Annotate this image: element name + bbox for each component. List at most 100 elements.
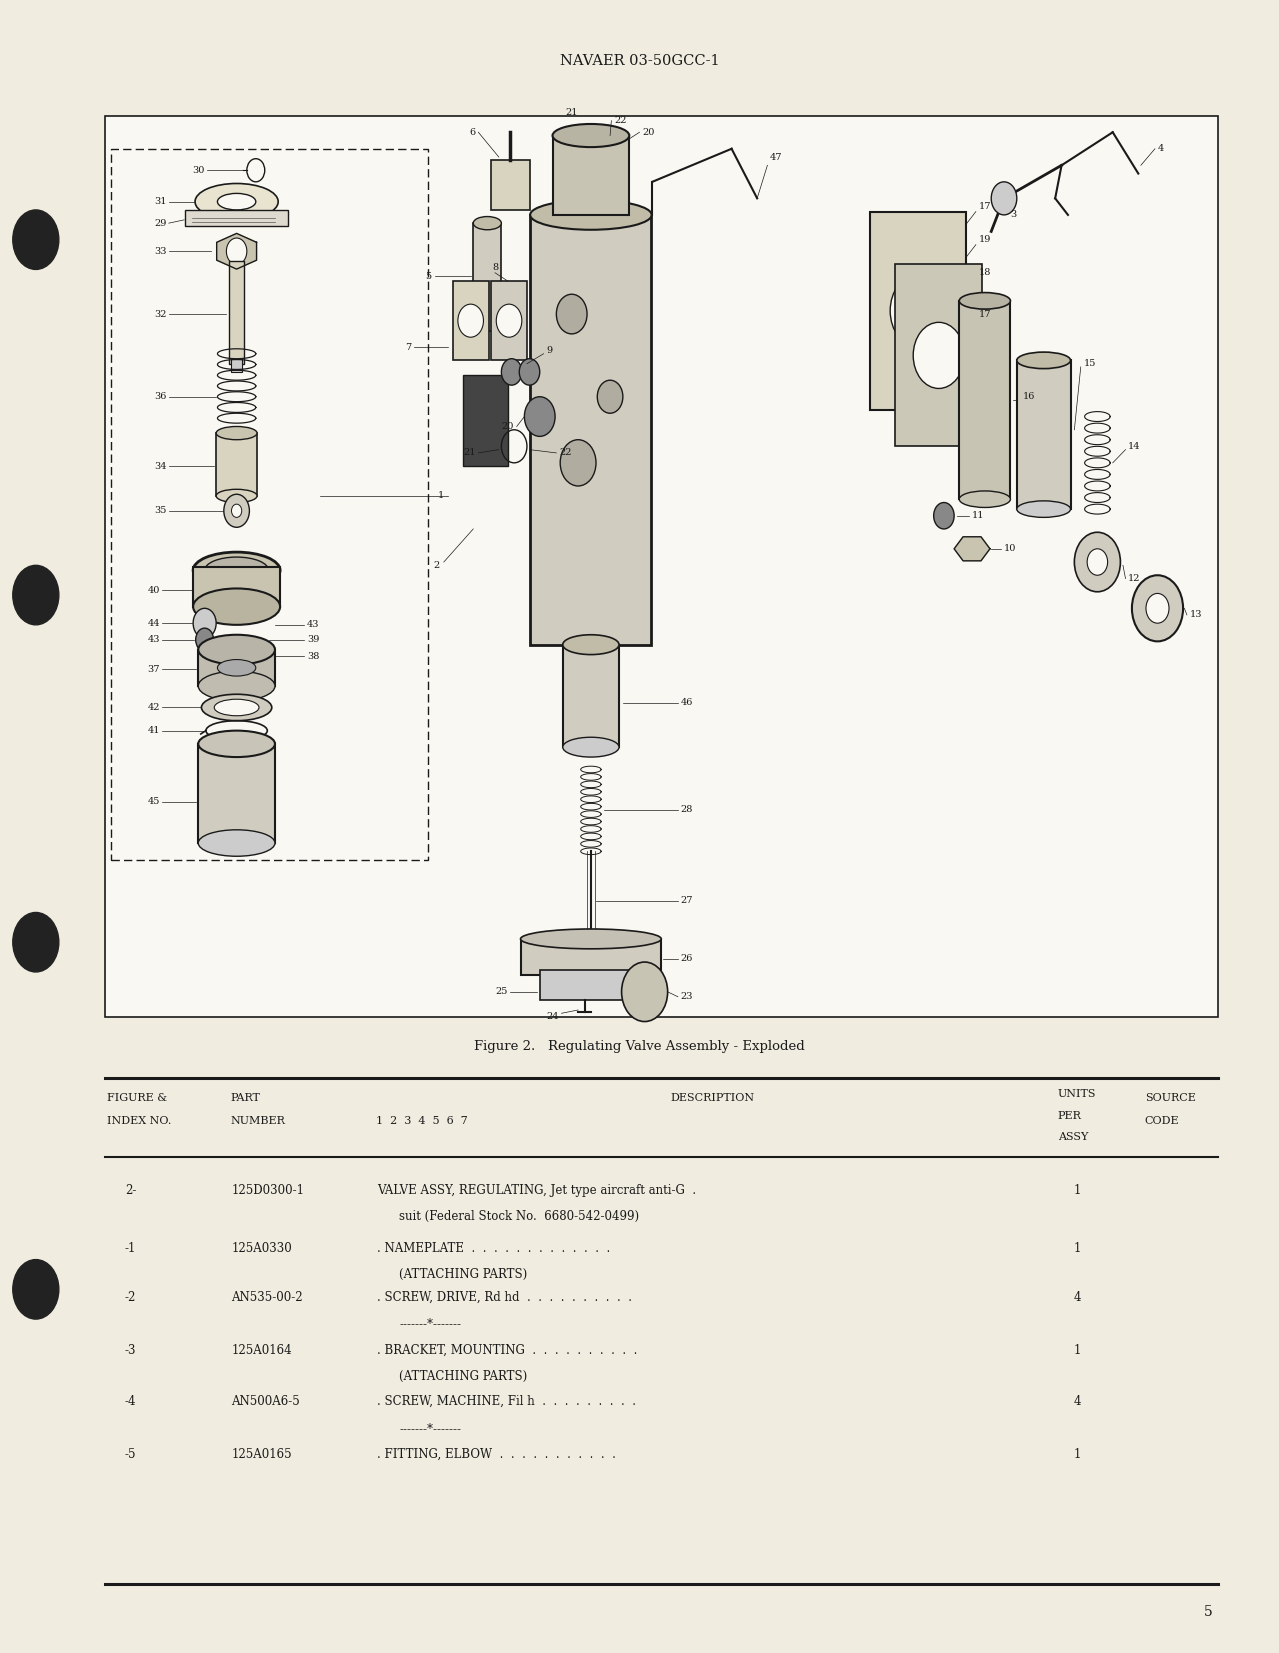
Text: 37: 37 [147, 665, 160, 674]
Bar [553, 136, 629, 215]
Bar [229, 261, 244, 364]
Bar [198, 650, 275, 686]
Text: FIGURE &: FIGURE & [107, 1093, 168, 1103]
Text: 125A0164: 125A0164 [231, 1344, 292, 1357]
Circle shape [1074, 532, 1120, 592]
Text: VALVE ASSY, REGULATING, Jet type aircraft anti-G  .: VALVE ASSY, REGULATING, Jet type aircraf… [377, 1184, 697, 1197]
Circle shape [13, 1260, 59, 1319]
Text: 7: 7 [405, 342, 412, 352]
Ellipse shape [198, 830, 275, 856]
Ellipse shape [1017, 352, 1071, 369]
Ellipse shape [531, 200, 651, 230]
Circle shape [556, 294, 587, 334]
Text: 43: 43 [307, 620, 320, 630]
Text: INDEX NO.: INDEX NO. [107, 1116, 171, 1126]
Text: (ATTACHING PARTS): (ATTACHING PARTS) [399, 1370, 527, 1384]
Text: 4: 4 [1073, 1395, 1081, 1408]
Text: 5: 5 [425, 271, 431, 281]
Text: 32: 32 [153, 309, 166, 319]
Text: 15: 15 [1083, 359, 1096, 369]
Ellipse shape [198, 635, 275, 665]
Text: 10: 10 [1004, 544, 1017, 554]
Polygon shape [216, 233, 257, 269]
Text: 4: 4 [1157, 144, 1164, 154]
Circle shape [193, 608, 216, 638]
Text: 28: 28 [680, 805, 693, 815]
Ellipse shape [563, 737, 619, 757]
Circle shape [597, 380, 623, 413]
Circle shape [13, 210, 59, 269]
Text: 2-: 2- [125, 1184, 136, 1197]
Ellipse shape [198, 731, 275, 757]
Text: 19: 19 [978, 235, 991, 245]
Text: 2: 2 [434, 560, 440, 570]
Text: 17: 17 [978, 202, 991, 212]
Text: NAVAER 03-50GCC-1: NAVAER 03-50GCC-1 [560, 55, 719, 68]
Bar [216, 433, 257, 496]
Circle shape [226, 238, 247, 264]
Text: NUMBER: NUMBER [230, 1116, 285, 1126]
Bar [105, 116, 1218, 1017]
Circle shape [890, 274, 946, 347]
Ellipse shape [193, 552, 280, 588]
Text: 1: 1 [1073, 1448, 1081, 1461]
Ellipse shape [215, 699, 258, 716]
Text: 22: 22 [559, 448, 572, 458]
Text: 8: 8 [492, 263, 498, 273]
Text: 14: 14 [1128, 441, 1141, 451]
Ellipse shape [959, 293, 1010, 309]
Text: CODE: CODE [1145, 1116, 1179, 1126]
Bar [491, 281, 527, 360]
Text: 11: 11 [972, 511, 985, 521]
Text: 29: 29 [153, 218, 166, 228]
Text: 16: 16 [1023, 392, 1036, 402]
Bar [895, 264, 982, 446]
Text: 1: 1 [1073, 1184, 1081, 1197]
Circle shape [196, 628, 214, 651]
Text: 33: 33 [153, 246, 166, 256]
Circle shape [458, 304, 483, 337]
Bar [463, 375, 508, 466]
Text: 125A0330: 125A0330 [231, 1241, 292, 1255]
Text: 125A0165: 125A0165 [231, 1448, 292, 1461]
Circle shape [501, 359, 522, 385]
Ellipse shape [198, 671, 275, 701]
Text: 125D0300-1: 125D0300-1 [231, 1184, 304, 1197]
Text: ASSY: ASSY [1058, 1132, 1088, 1142]
Ellipse shape [193, 588, 280, 625]
Text: 1: 1 [1073, 1241, 1081, 1255]
Bar [521, 939, 661, 975]
Text: 1: 1 [437, 491, 444, 501]
Text: 39: 39 [307, 635, 320, 645]
Text: 1: 1 [1073, 1344, 1081, 1357]
Text: 12: 12 [1128, 574, 1141, 584]
Text: (ATTACHING PARTS): (ATTACHING PARTS) [399, 1268, 527, 1281]
Text: 21: 21 [463, 448, 476, 458]
Bar [870, 212, 966, 410]
Polygon shape [954, 537, 990, 560]
Text: PER: PER [1058, 1111, 1082, 1121]
Text: AN500A6-5: AN500A6-5 [231, 1395, 301, 1408]
Bar [453, 281, 489, 360]
Circle shape [519, 359, 540, 385]
Text: . FITTING, ELBOW  .  .  .  .  .  .  .  .  .  .  .: . FITTING, ELBOW . . . . . . . . . . . [377, 1448, 616, 1461]
Text: 18: 18 [978, 268, 991, 278]
Bar [193, 567, 280, 607]
Text: 3: 3 [1010, 210, 1017, 220]
Text: -1: -1 [125, 1241, 136, 1255]
Text: 4: 4 [1073, 1291, 1081, 1304]
Ellipse shape [959, 491, 1010, 507]
Ellipse shape [473, 217, 501, 230]
Text: 9: 9 [546, 345, 553, 355]
Bar [198, 744, 275, 843]
Circle shape [13, 565, 59, 625]
Text: . BRACKET, MOUNTING  .  .  .  .  .  .  .  .  .  .: . BRACKET, MOUNTING . . . . . . . . . . [377, 1344, 638, 1357]
Text: 31: 31 [153, 197, 166, 207]
Ellipse shape [205, 557, 269, 584]
Text: 23: 23 [680, 992, 693, 1002]
Text: -3: -3 [125, 1344, 136, 1357]
Ellipse shape [553, 124, 629, 147]
Circle shape [991, 182, 1017, 215]
Circle shape [1132, 575, 1183, 641]
Bar [959, 301, 1010, 499]
